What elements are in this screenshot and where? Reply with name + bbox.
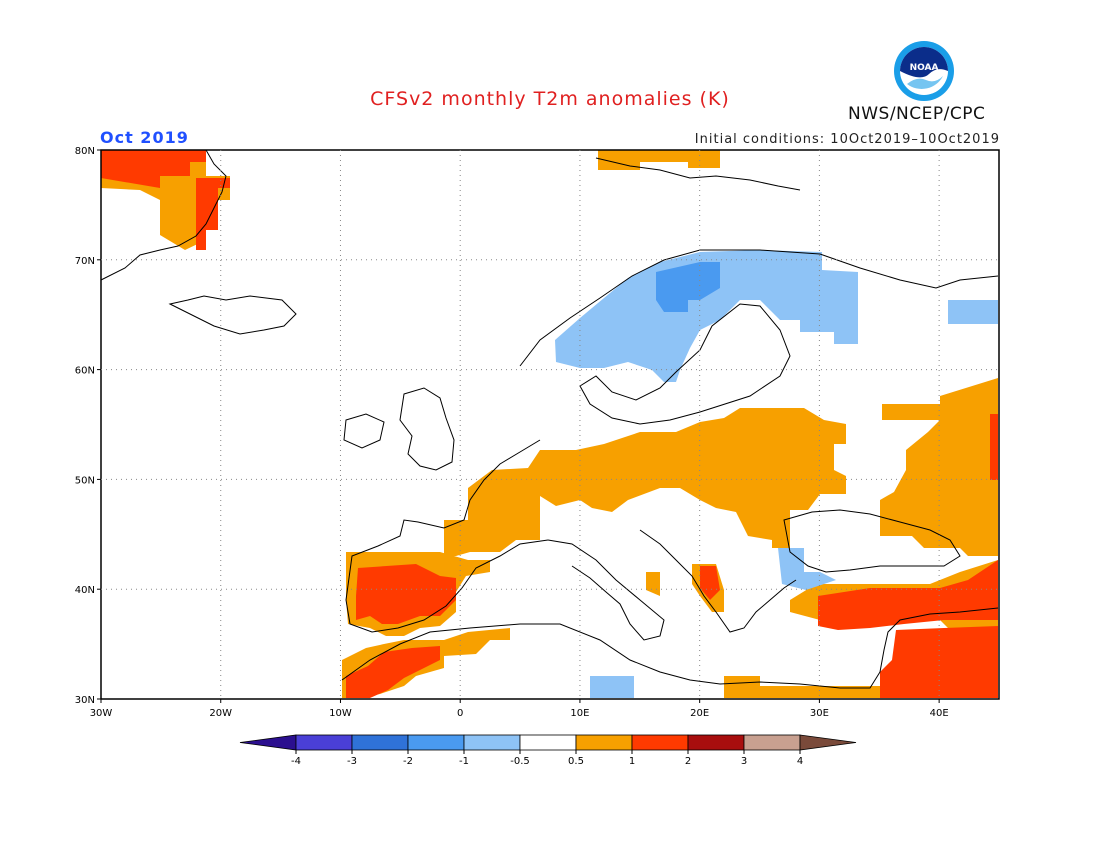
latitude-labels: 80N 70N 60N 50N 40N 30N bbox=[75, 146, 95, 706]
colorbar-label: 1 bbox=[629, 756, 635, 767]
lon-label: 40E bbox=[930, 708, 949, 719]
anomaly-region-north-africa-east bbox=[724, 676, 880, 698]
lon-label: 10W bbox=[329, 708, 352, 719]
colorbar-label: 2 bbox=[685, 756, 691, 767]
longitude-labels: 30W 20W 10W 0 10E 20E 30E 40E bbox=[90, 708, 949, 719]
coast-svalbard bbox=[595, 157, 801, 191]
anomaly-region-lapland-colder bbox=[656, 262, 720, 312]
noaa-logo: NOAA bbox=[894, 41, 954, 101]
agency-label: NWS/NCEP/CPC bbox=[848, 104, 986, 124]
anomaly-region-greenland-hot bbox=[101, 150, 206, 188]
lon-label: 20E bbox=[690, 708, 709, 719]
lat-label: 30N bbox=[75, 695, 95, 706]
colorbar-arrow-left bbox=[239, 734, 297, 751]
colorbar-swatch bbox=[575, 734, 633, 751]
anomaly-region-libya bbox=[590, 676, 634, 698]
colorbar-swatch bbox=[631, 734, 689, 751]
map-frame bbox=[100, 149, 1000, 700]
coast-ireland bbox=[343, 413, 385, 449]
coast-italy bbox=[547, 539, 665, 641]
colorbar-swatch bbox=[687, 734, 745, 751]
initial-conditions-label: Initial conditions: 10Oct2019–10Oct2019 bbox=[694, 132, 1000, 147]
colorbar-swatch bbox=[295, 734, 353, 751]
colorbar-swatch bbox=[407, 734, 465, 751]
colorbar-label: 3 bbox=[741, 756, 747, 767]
lat-label: 80N bbox=[75, 146, 95, 157]
colorbar-swatch bbox=[519, 734, 577, 751]
anomaly-region-iberia-hot bbox=[356, 564, 456, 624]
lat-label: 70N bbox=[75, 256, 95, 267]
anomaly-region-italy-south bbox=[646, 572, 660, 596]
anomaly-region-scandinavia bbox=[555, 250, 858, 382]
colorbar-label: 4 bbox=[797, 756, 803, 767]
colorbar-label: 0.5 bbox=[568, 756, 584, 767]
coast-baltic bbox=[579, 303, 791, 425]
coast-scandinavia bbox=[519, 249, 999, 367]
lat-label: 40N bbox=[75, 585, 95, 596]
anomaly-region-russia-east bbox=[880, 378, 998, 556]
colorbar-label: -3 bbox=[347, 756, 357, 767]
logo-text: NOAA bbox=[910, 63, 939, 73]
coast-black-sea bbox=[783, 509, 961, 573]
coast-greenland bbox=[100, 149, 227, 281]
anomaly-region-greenland-hot2 bbox=[196, 178, 230, 250]
lon-label: 20W bbox=[209, 708, 232, 719]
graticule bbox=[97, 149, 999, 703]
anomaly-region-russia-north bbox=[948, 300, 998, 324]
anomaly-region-black-sea bbox=[778, 548, 836, 590]
colorbar-swatch bbox=[463, 734, 521, 751]
colorbar-arrow-right bbox=[799, 734, 857, 751]
lon-label: 30W bbox=[90, 708, 113, 719]
anomaly-region-morocco-hot bbox=[346, 646, 440, 698]
colorbar-swatch bbox=[351, 734, 409, 751]
coastlines bbox=[100, 149, 999, 689]
colorbar-label: -4 bbox=[291, 756, 301, 767]
coast-balkans-greece bbox=[639, 529, 797, 633]
colorbar-label: -0.5 bbox=[510, 756, 530, 767]
lat-label: 60N bbox=[75, 366, 95, 377]
coast-north-africa bbox=[341, 607, 999, 689]
lat-label: 50N bbox=[75, 475, 95, 486]
colorbar-label: -2 bbox=[403, 756, 413, 767]
colorbar-swatch bbox=[743, 734, 801, 751]
colorbar-label: -1 bbox=[459, 756, 469, 767]
lon-label: 10E bbox=[570, 708, 589, 719]
anomaly-region-middle-east-hot bbox=[880, 626, 998, 698]
anomaly-region-balkans-hot bbox=[700, 566, 720, 600]
lon-label: 30E bbox=[810, 708, 829, 719]
coast-europe-west bbox=[345, 439, 549, 633]
coast-iceland bbox=[168, 295, 297, 335]
coast-british-isles bbox=[399, 387, 455, 471]
month-label: Oct 2019 bbox=[100, 128, 189, 147]
colorbar: -4 -3 -2 -1 -0.5 0.5 1 2 3 4 bbox=[239, 734, 857, 767]
anomaly-region-svalbard bbox=[598, 150, 720, 170]
anomaly-region-central-europe bbox=[444, 408, 846, 556]
lon-label: 0 bbox=[457, 708, 463, 719]
anomaly-region-russia-east-hot bbox=[990, 414, 998, 480]
anomaly-shading bbox=[101, 150, 998, 698]
map-title: CFSv2 monthly T2m anomalies (K) bbox=[370, 88, 730, 110]
